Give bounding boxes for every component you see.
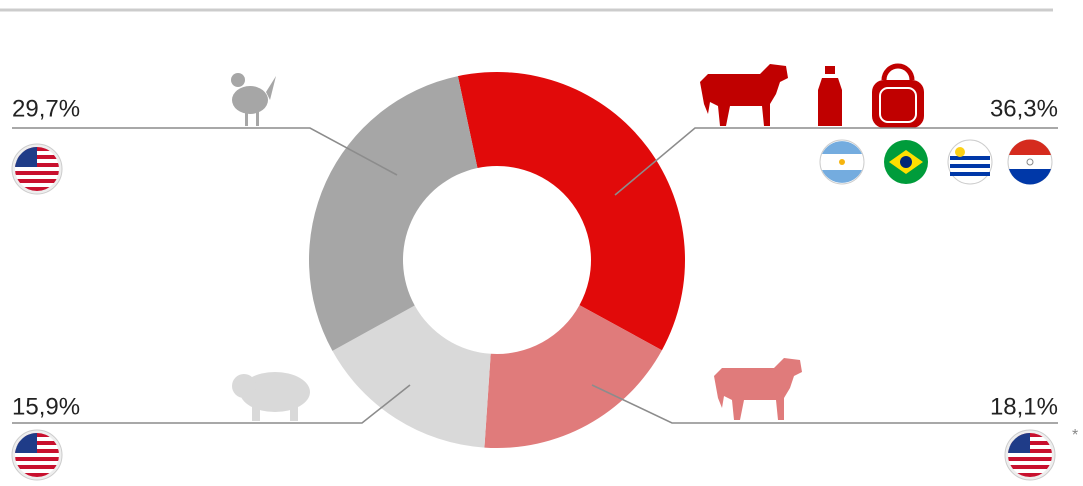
donut-segment [309, 76, 478, 351]
flag-argentina [819, 139, 865, 185]
value-label: 36,3% [990, 95, 1058, 122]
donut-segment [332, 305, 491, 448]
cow-icon [700, 64, 788, 126]
leader-line [591, 384, 1058, 424]
bag-icon [872, 63, 924, 128]
value-label: 15,9% [12, 393, 80, 420]
donut-segment [484, 305, 662, 448]
pig-icon [232, 372, 310, 421]
flag-uruguay [947, 139, 993, 185]
flag-brazil [884, 140, 928, 184]
leader-line [614, 127, 1058, 196]
value-label: 29,7% [12, 95, 80, 122]
footnote-marker: * [1072, 427, 1078, 444]
chicken-icon [231, 73, 276, 126]
leader-line [12, 384, 411, 424]
milk-icon [818, 66, 842, 126]
donut-segment [457, 72, 685, 351]
cow-icon [714, 358, 802, 420]
flag-paraguay [1007, 139, 1053, 185]
leader-line [12, 127, 398, 176]
value-label: 18,1% [990, 393, 1058, 420]
